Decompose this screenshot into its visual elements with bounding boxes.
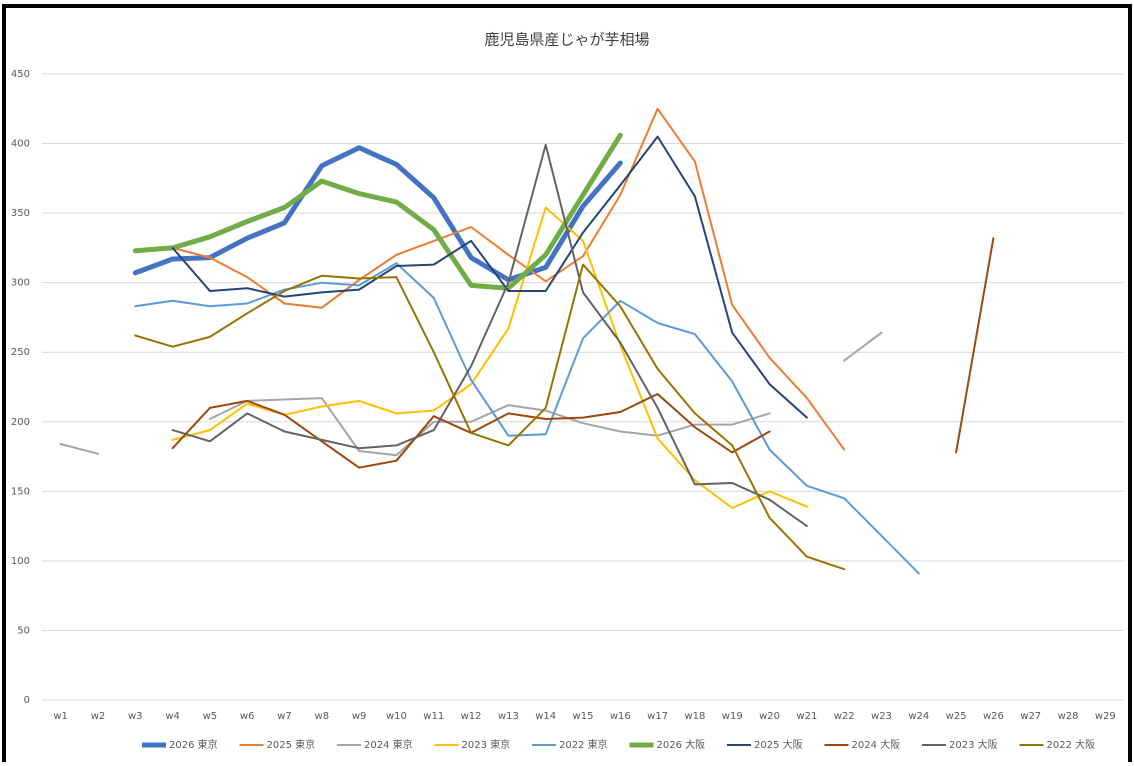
x-tick-label: w27: [1020, 711, 1041, 722]
x-tick-label: w10: [386, 711, 407, 722]
x-tick-label: w3: [128, 711, 143, 722]
y-tick-label: 350: [11, 208, 30, 219]
x-tick-label: w18: [684, 711, 705, 722]
x-tick-label: w15: [573, 711, 594, 722]
series-line: [134, 262, 920, 575]
x-tick-label: w13: [498, 711, 519, 722]
y-tick-label: 200: [11, 417, 30, 428]
x-tick-label: w14: [535, 711, 556, 722]
x-tick-label: w21: [796, 711, 817, 722]
y-tick-label: 0: [24, 695, 30, 706]
legend-label: 2026 東京: [169, 738, 218, 751]
x-tick-label: w1: [53, 711, 68, 722]
legend-label: 2026 大阪: [657, 738, 706, 751]
legend-label: 2025 大阪: [754, 738, 803, 751]
series-line: [132, 145, 623, 283]
series-line: [134, 263, 846, 571]
legend-label: 2022 東京: [559, 738, 608, 751]
x-tick-label: w25: [946, 711, 967, 722]
x-tick-label: w20: [759, 711, 780, 722]
legend-label: 2024 大阪: [852, 738, 901, 751]
series-line: [171, 143, 808, 528]
y-tick-label: 450: [11, 69, 30, 80]
legend-label: 2025 東京: [267, 738, 316, 751]
x-tick-label: w5: [203, 711, 218, 722]
x-tick-label: w4: [165, 711, 180, 722]
series-line: [171, 107, 846, 451]
x-tick-label: w28: [1058, 711, 1079, 722]
y-tick-label: 400: [11, 139, 30, 150]
y-tick-label: 300: [11, 278, 30, 289]
frame: [2, 4, 1132, 762]
x-tick-label: w9: [352, 711, 367, 722]
x-tick-label: w17: [647, 711, 668, 722]
x-tick-label: w8: [315, 711, 330, 722]
series-line: [132, 132, 623, 291]
legend-label: 2024 東京: [364, 738, 413, 751]
x-tick-label: w26: [983, 711, 1004, 722]
x-tick-label: w2: [91, 711, 106, 722]
x-tick-label: w29: [1095, 711, 1116, 722]
x-tick-label: w12: [461, 711, 482, 722]
legend-label: 2022 大阪: [1047, 738, 1096, 751]
y-tick-label: 100: [11, 556, 30, 567]
x-tick-label: w23: [871, 711, 892, 722]
legend-label: 2023 東京: [462, 738, 511, 751]
legend-label: 2023 大阪: [949, 738, 998, 751]
y-tick-label: 50: [17, 625, 30, 636]
chart-title: 鹿児島県産じゃが芋相場: [484, 31, 649, 49]
x-tick-label: w11: [423, 711, 444, 722]
x-tick-label: w7: [277, 711, 292, 722]
x-tick-label: w24: [908, 711, 929, 722]
y-tick-label: 150: [11, 486, 30, 497]
x-tick-label: w6: [240, 711, 255, 722]
series-line: [59, 331, 883, 457]
y-tick-label: 250: [11, 347, 30, 358]
x-tick-label: w16: [610, 711, 631, 722]
x-tick-label: w22: [834, 711, 855, 722]
x-tick-label: w19: [722, 711, 743, 722]
